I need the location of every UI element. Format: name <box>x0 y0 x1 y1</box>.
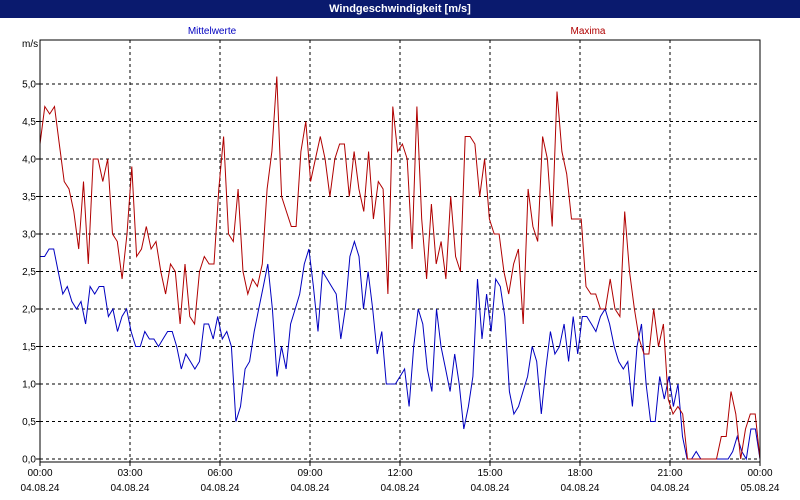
y-tick-label: 2,5 <box>22 267 36 278</box>
x-tick-date-label: 04.08.24 <box>381 483 420 494</box>
y-tick-label: 4,0 <box>22 155 36 166</box>
x-tick-time-label: 21:00 <box>657 468 682 479</box>
x-tick-date-label: 04.08.24 <box>291 483 330 494</box>
x-tick-time-label: 18:00 <box>567 468 592 479</box>
plot-frame <box>39 39 761 463</box>
y-axis-unit-label: m/s <box>22 39 38 50</box>
y-tick-label: 1,5 <box>22 342 36 353</box>
y-tick-label: 1,0 <box>22 380 36 391</box>
x-tick-date-label: 05.08.24 <box>741 483 780 494</box>
x-tick-time-label: 00:00 <box>747 468 772 479</box>
y-tick-label: 2,0 <box>22 305 36 316</box>
axes: 0,0 0,5 1,0 1,5 2,0 2,5 3,0 3,5 4,0 4,5 5,0 m/s 00:0… <box>21 39 780 494</box>
plot-area <box>39 76 761 461</box>
grid-lines <box>40 40 760 462</box>
window-title: Windgeschwindigkeit [m/s] <box>0 0 800 18</box>
x-tick-date-label: 04.08.24 <box>111 483 150 494</box>
x-tick-time-label: 09:00 <box>297 468 322 479</box>
y-tick-label: 3,0 <box>22 230 36 241</box>
y-tick-label: 3,5 <box>22 192 36 203</box>
legend-label-maxima: Maxima <box>570 26 605 37</box>
y-tick-label: 0,5 <box>22 417 36 428</box>
x-tick-date-label: 04.08.24 <box>21 483 60 494</box>
legend-label-mittelwerte: Mittelwerte <box>188 26 237 37</box>
x-tick-time-label: 06:00 <box>207 468 232 479</box>
series-line-maxima <box>39 76 761 460</box>
legend: Mittelwerte Maxima <box>188 26 606 37</box>
y-tick-label: 5,0 <box>22 80 36 91</box>
y-tick-label: 4,5 <box>22 117 36 128</box>
x-tick-time-label: 03:00 <box>117 468 142 479</box>
x-tick-date-label: 04.08.24 <box>201 483 240 494</box>
x-tick-time-label: 15:00 <box>477 468 502 479</box>
x-tick-time-label: 00:00 <box>27 468 52 479</box>
series-line-mittelwerte <box>40 239 761 461</box>
x-tick-date-label: 04.08.24 <box>561 483 600 494</box>
x-tick-date-label: 04.08.24 <box>651 483 690 494</box>
x-tick-date-label: 04.08.24 <box>471 483 510 494</box>
y-tick-label: 0,0 <box>22 455 36 466</box>
wind-speed-chart: 0,0 0,5 1,0 1,5 2,0 2,5 3,0 3,5 4,0 4,5 5,0 m/s 00:0… <box>0 18 800 500</box>
x-tick-time-label: 12:00 <box>387 468 412 479</box>
